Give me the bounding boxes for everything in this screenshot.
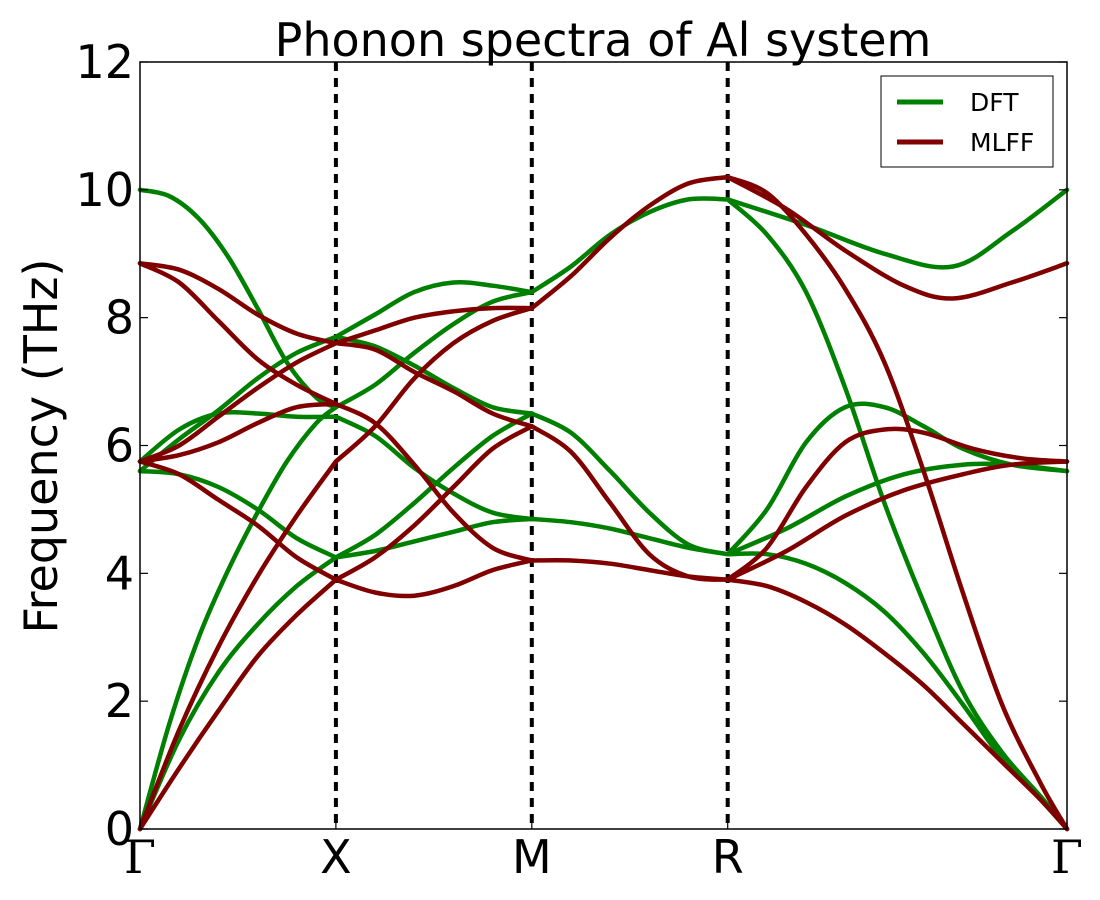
series-line-dft: [137, 404, 339, 832]
y-tick-label: 12: [75, 35, 134, 89]
y-tick-label: 4: [105, 546, 134, 600]
legend-label-mlff: MLFF: [970, 128, 1034, 157]
legend-label-dft: DFT: [970, 88, 1019, 117]
series-line-dft: [333, 516, 535, 560]
chart-title: Phonon spectra of Al system: [275, 13, 932, 67]
y-tick-label: 8: [105, 291, 134, 345]
y-tick-label: 10: [75, 163, 134, 217]
series-line-mlff: [333, 558, 535, 599]
x-tick-label: X: [320, 830, 352, 884]
series-line-mlff: [333, 424, 535, 582]
plot-area: 0 2 4 6 8 10 12 Γ X M R Γ: [75, 35, 1083, 884]
series-line-mlff: [137, 340, 339, 464]
series-line-dft: [137, 334, 339, 474]
series-line-mlff: [137, 577, 339, 832]
series-line-mlff: [529, 174, 730, 311]
y-ticks: 0 2 4 6 8 10 12: [75, 35, 1067, 856]
series-line-mlff: [725, 426, 1070, 582]
y-tick-label: 6: [105, 419, 134, 473]
series-line-dft: [725, 401, 1070, 557]
series-line-mlff: [333, 305, 535, 464]
y-tick-label: 2: [105, 674, 134, 728]
series-line-mlff: [529, 424, 730, 582]
legend-box: [880, 75, 1054, 168]
series-line-dft: [137, 187, 339, 410]
x-tick-label: M: [512, 830, 552, 884]
plot-frame: [139, 61, 1068, 830]
series-line-dft: [725, 197, 1070, 832]
series-dft: [137, 187, 1070, 832]
series-line-dft: [137, 409, 339, 464]
series-line-dft: [529, 196, 730, 295]
series-line-mlff: [725, 174, 1070, 832]
series-line-dft: [333, 280, 535, 340]
series-line-dft: [529, 411, 730, 557]
series-line-mlff: [137, 401, 339, 464]
y-tick-label: 0: [105, 802, 134, 856]
series-line-mlff: [333, 401, 535, 563]
series-line-mlff: [333, 305, 535, 346]
series-line-dft: [137, 555, 339, 832]
series-mlff: [137, 174, 1070, 832]
series-line-dft: [333, 334, 535, 416]
series-line-dft: [333, 289, 535, 410]
series-line-dft: [725, 551, 1070, 832]
series-line-mlff: [137, 261, 339, 346]
series-line-mlff: [137, 459, 339, 832]
legend: DFT MLFF: [880, 75, 1054, 168]
x-tick-label: R: [712, 830, 744, 884]
x-tick-label: Γ: [1051, 830, 1083, 884]
series-line-mlff: [725, 174, 1070, 301]
series-line-dft: [333, 414, 535, 522]
series-line-dft: [529, 516, 730, 557]
series-line-mlff: [529, 558, 730, 582]
series-line-mlff: [137, 261, 339, 407]
x-tick-label: Γ: [124, 830, 156, 884]
y-axis-label: Frequency (THz): [14, 259, 68, 634]
series-layer: [137, 174, 1070, 832]
series-line-mlff: [725, 577, 1070, 832]
series-line-mlff: [725, 459, 1070, 582]
series-line-mlff: [137, 459, 339, 582]
series-line-mlff: [333, 340, 535, 429]
